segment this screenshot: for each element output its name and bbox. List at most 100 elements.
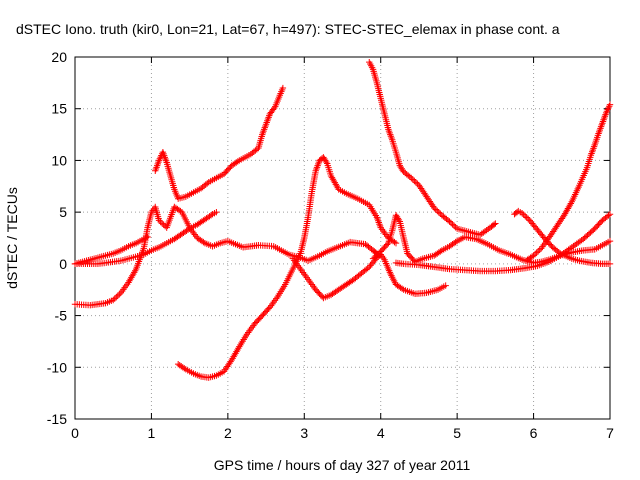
data-point	[553, 223, 560, 230]
data-point	[424, 195, 431, 202]
data-point	[417, 185, 425, 192]
data-point	[220, 368, 228, 375]
data-point	[422, 191, 429, 199]
y-tick-label: 20	[51, 49, 67, 65]
data-point	[409, 176, 417, 183]
data-point	[157, 218, 164, 226]
series-3	[71, 208, 220, 268]
data-point	[160, 221, 167, 228]
data-point	[427, 199, 435, 207]
data-point	[606, 211, 614, 218]
data-point	[432, 206, 439, 213]
data-point	[558, 215, 566, 222]
x-tick-label: 2	[224, 425, 232, 441]
data-point	[533, 249, 540, 256]
y-tick-label: 5	[59, 204, 67, 220]
data-point	[446, 218, 453, 225]
data-point	[590, 226, 597, 234]
data-point	[412, 179, 420, 186]
plot-area	[74, 56, 611, 420]
data-point	[452, 238, 459, 246]
data-point	[421, 190, 428, 197]
data-point	[548, 229, 556, 237]
x-tick-label: 6	[530, 425, 538, 441]
data-point	[270, 104, 278, 112]
data-point	[551, 226, 558, 234]
data-point	[374, 251, 381, 258]
data-point	[144, 233, 151, 241]
data-point	[523, 214, 530, 221]
data-point	[518, 209, 526, 217]
data-point	[557, 216, 565, 224]
data-point	[383, 241, 391, 248]
gridlines	[75, 57, 610, 419]
data-point	[395, 216, 403, 224]
data-point	[114, 292, 121, 299]
data-point	[375, 249, 383, 257]
data-point	[200, 238, 207, 246]
y-tick-label: 0	[59, 256, 67, 272]
data-point	[110, 296, 117, 304]
data-point	[158, 220, 166, 227]
data-point	[449, 221, 456, 228]
data-point	[111, 295, 118, 302]
data-point	[371, 254, 378, 261]
y-tick-label: -15	[47, 411, 67, 427]
data-point	[425, 196, 432, 204]
data-point	[559, 213, 567, 221]
data-point	[224, 363, 231, 370]
x-axis: 0 1 2 3 4 5 6 7	[71, 57, 614, 441]
data-point	[431, 204, 438, 212]
data-point	[184, 226, 192, 233]
data-point	[323, 158, 330, 166]
y-tick-label: -10	[47, 359, 67, 375]
y-tick-label: 15	[51, 101, 67, 117]
data-point	[555, 220, 562, 227]
data-point	[416, 183, 424, 191]
x-tick-label: 1	[148, 425, 156, 441]
y-axis-label: dSTEC / TECUs	[4, 187, 20, 289]
data-point	[415, 182, 423, 189]
chart-title: dSTEC Iono. truth (kir0, Lon=21, Lat=67,…	[16, 21, 560, 37]
x-tick-label: 5	[453, 425, 461, 441]
y-tick-label: -5	[55, 308, 68, 324]
x-tick-label: 3	[300, 425, 308, 441]
data-point	[225, 361, 232, 369]
data-point	[420, 188, 427, 195]
data-point	[279, 84, 287, 92]
data-point	[423, 193, 430, 200]
x-axis-label: GPS time / hours of day 327 of year 2011	[214, 457, 471, 473]
data-point	[213, 208, 220, 216]
x-tick-label: 4	[377, 425, 385, 441]
data-point	[531, 250, 539, 258]
data-point	[545, 234, 553, 242]
data-point	[490, 221, 498, 228]
data-point	[221, 366, 229, 373]
data-point	[428, 201, 436, 208]
x-tick-label: 0	[71, 425, 79, 441]
data-point	[606, 101, 614, 108]
data-point	[437, 210, 444, 217]
data-point	[550, 228, 557, 235]
data-point	[116, 291, 123, 298]
data-point	[530, 252, 537, 259]
data-point	[411, 177, 418, 185]
data-point	[398, 285, 406, 292]
data-point	[437, 248, 444, 255]
series-8	[369, 212, 614, 267]
data-point	[207, 212, 215, 219]
data-series	[71, 58, 614, 381]
data-point	[450, 222, 458, 229]
data-point	[426, 198, 434, 205]
data-point	[554, 221, 561, 229]
data-point	[547, 231, 555, 238]
data-point	[555, 249, 562, 256]
y-tick-label: 10	[51, 152, 67, 168]
data-point	[447, 219, 455, 227]
data-point	[227, 358, 234, 365]
series-5	[152, 84, 287, 202]
data-point	[419, 186, 426, 194]
data-point	[520, 211, 527, 218]
data-point	[369, 255, 377, 262]
data-point	[492, 220, 499, 227]
